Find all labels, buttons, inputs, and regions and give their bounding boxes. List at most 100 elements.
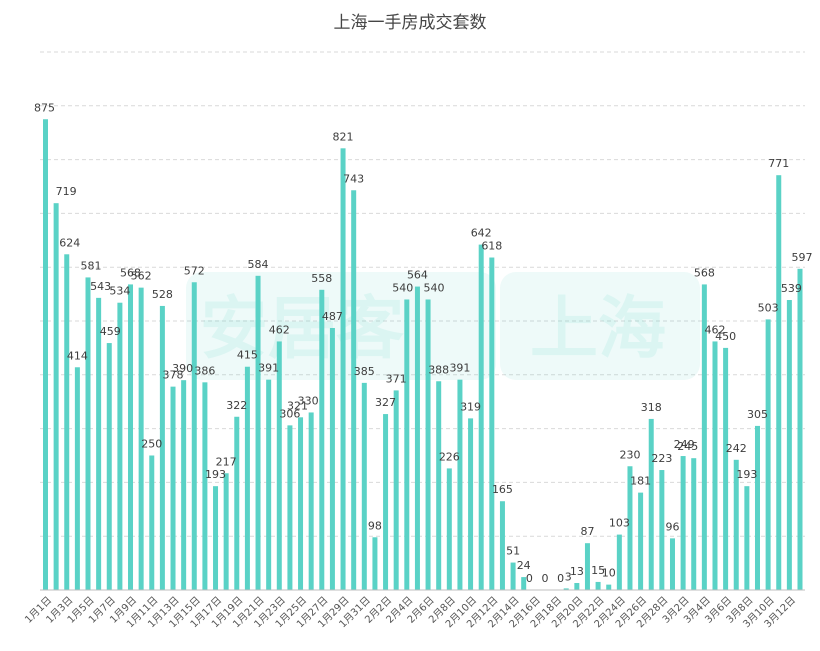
bar-2月5日[interactable] <box>414 286 420 590</box>
chart-title: 上海一手房成交套数 <box>333 13 487 33</box>
bar-1月28日[interactable] <box>329 327 335 590</box>
bar-1月9日[interactable] <box>128 284 134 590</box>
bar-1月14日[interactable] <box>181 380 187 590</box>
bar-1月21日[interactable] <box>255 275 261 590</box>
bar-2月9日[interactable] <box>457 379 463 590</box>
bar-1月26日[interactable] <box>308 412 314 590</box>
x-tick-labels: 1月1日1月3日1月5日1月7日1月9日1月11日1月13日1月15日1月17日… <box>23 594 799 630</box>
bar-3月6日[interactable] <box>723 347 729 590</box>
bar-1月2日[interactable] <box>53 203 59 590</box>
bar-1月15日[interactable] <box>191 282 197 590</box>
value-label-1月20日: 415 <box>237 349 258 362</box>
bar-2月13日[interactable] <box>499 501 505 590</box>
value-label-3月10日: 503 <box>758 301 779 314</box>
bar-2月8日[interactable] <box>446 468 452 590</box>
value-label-3月13日: 597 <box>792 251 813 264</box>
bar-3月4日[interactable] <box>701 284 707 590</box>
bar-3月2日[interactable] <box>680 456 686 590</box>
value-label-3月5日: 462 <box>704 323 725 336</box>
bar-1月25日[interactable] <box>298 417 304 590</box>
bar-2月27日[interactable] <box>648 418 654 590</box>
bar-1月22日[interactable] <box>266 379 272 590</box>
bar-2月15日[interactable] <box>521 577 527 590</box>
value-label-2月6日: 540 <box>424 281 445 294</box>
bar-1月18日[interactable] <box>223 473 229 590</box>
value-label-1月8日: 534 <box>109 285 130 298</box>
bar-2月24日[interactable] <box>616 534 622 590</box>
value-label-2月26日: 181 <box>630 475 651 488</box>
bar-1月10日[interactable] <box>138 287 144 590</box>
bar-2月7日[interactable] <box>436 381 442 590</box>
value-label-1月14日: 390 <box>172 362 193 375</box>
watermark-right-text: 上海 <box>530 290 666 369</box>
bar-3月12日[interactable] <box>786 300 792 590</box>
bar-1月29日[interactable] <box>340 148 346 591</box>
value-label-2月7日: 388 <box>428 363 449 376</box>
bar-1月27日[interactable] <box>319 289 325 590</box>
bar-2月1日[interactable] <box>372 537 378 590</box>
value-label-1月26日: 330 <box>298 394 319 407</box>
bar-1月23日[interactable] <box>276 341 282 590</box>
bar-2月25日[interactable] <box>627 466 633 590</box>
bar-2月22日[interactable] <box>595 581 601 590</box>
bar-3月8日[interactable] <box>744 486 750 590</box>
bar-3月1日[interactable] <box>669 538 675 590</box>
value-label-2月21日: 87 <box>580 525 594 538</box>
value-label-2月24日: 103 <box>609 517 630 530</box>
value-label-2月19日: 3 <box>565 570 572 583</box>
bar-1月12日[interactable] <box>159 305 165 590</box>
bar-2月28日[interactable] <box>659 470 665 590</box>
bar-1月19日[interactable] <box>234 416 240 590</box>
bar-1月11日[interactable] <box>149 455 155 591</box>
bar-1月17日[interactable] <box>213 486 219 590</box>
value-labels: 8757196244145815434595345685622505283783… <box>34 101 813 585</box>
bar-2月2日[interactable] <box>383 414 389 590</box>
value-label-1月27日: 558 <box>311 272 332 285</box>
bar-1月6日[interactable] <box>96 297 102 590</box>
value-label-3月1日: 96 <box>665 520 679 533</box>
value-label-2月1日: 98 <box>368 519 382 532</box>
value-label-1月10日: 562 <box>131 270 152 283</box>
bar-2月12日[interactable] <box>489 257 495 590</box>
bar-2月3日[interactable] <box>393 390 399 590</box>
value-label-1月5日: 581 <box>81 259 102 272</box>
bar-1月4日[interactable] <box>74 367 80 590</box>
bar-3月5日[interactable] <box>712 341 718 590</box>
bar-2月21日[interactable] <box>584 543 590 590</box>
bar-1月16日[interactable] <box>202 382 208 590</box>
bar-3月3日[interactable] <box>691 458 697 590</box>
value-label-2月11日: 642 <box>471 227 492 240</box>
bar-3月9日[interactable] <box>754 425 760 590</box>
value-label-3月3日: 245 <box>677 440 698 453</box>
bar-3月10日[interactable] <box>765 319 771 590</box>
bar-2月23日[interactable] <box>606 584 612 590</box>
bar-2月6日[interactable] <box>425 299 431 590</box>
bar-2月26日[interactable] <box>638 492 644 590</box>
value-label-3月8日: 193 <box>736 468 757 481</box>
value-label-3月9日: 305 <box>747 408 768 421</box>
bar-2月10日[interactable] <box>468 418 474 590</box>
bar-1月24日[interactable] <box>287 425 293 590</box>
value-label-2月13日: 165 <box>492 483 513 496</box>
bar-2月4日[interactable] <box>404 299 410 590</box>
value-label-1月15日: 572 <box>184 264 205 277</box>
bar-2月19日[interactable] <box>563 588 569 590</box>
value-label-2月17日: 0 <box>541 572 548 585</box>
bar-2月14日[interactable] <box>510 562 516 590</box>
bar-1月30日[interactable] <box>351 190 357 590</box>
bars <box>43 119 803 591</box>
bar-1月1日[interactable] <box>43 119 48 590</box>
bar-1月8日[interactable] <box>117 302 123 590</box>
bar-1月13日[interactable] <box>170 386 176 590</box>
bar-2月11日[interactable] <box>478 244 484 590</box>
bar-3月11日[interactable] <box>776 175 782 590</box>
bar-1月20日[interactable] <box>244 366 250 590</box>
bar-2月20日[interactable] <box>574 583 580 590</box>
value-label-2月5日: 564 <box>407 269 428 282</box>
bar-1月3日[interactable] <box>64 254 70 591</box>
bar-1月7日[interactable] <box>106 343 112 590</box>
bar-3月13日[interactable] <box>797 268 803 590</box>
bar-1月5日[interactable] <box>85 277 91 590</box>
bar-3月7日[interactable] <box>733 459 739 590</box>
bar-1月31日[interactable] <box>361 382 367 590</box>
